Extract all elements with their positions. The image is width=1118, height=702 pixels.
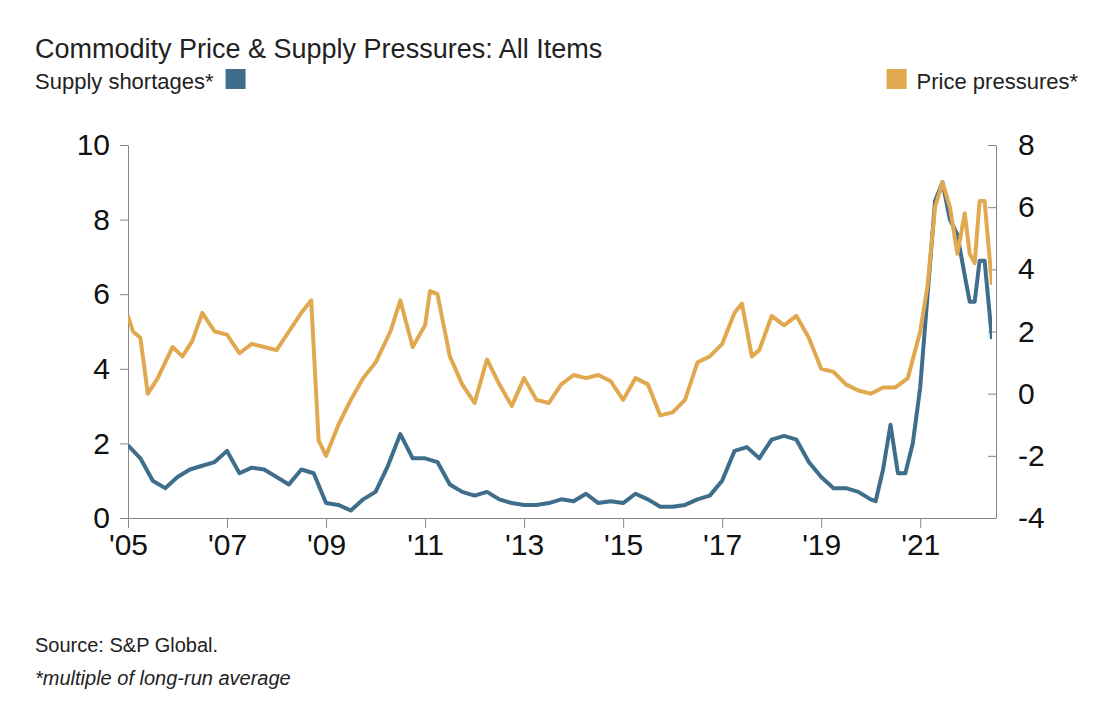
y2-tick-label: 6 <box>1018 190 1035 223</box>
legend-swatch <box>226 69 246 89</box>
y-tick-mark <box>120 220 128 221</box>
y2-tick-label: 4 <box>1018 252 1035 285</box>
x-tick-mark <box>524 518 525 528</box>
x-tick-mark <box>920 518 921 528</box>
annotation: Source: S&P Global. <box>35 634 218 656</box>
x-tick-label: '17 <box>703 528 742 561</box>
y-tick-label: 0 <box>93 501 110 534</box>
x-tick-label: '21 <box>901 528 940 561</box>
y-axis: 0 2 4 6 8 10 <box>77 128 129 534</box>
x-tick: '09 <box>307 518 346 561</box>
series-line <box>128 182 992 456</box>
y-tick-mark <box>120 518 128 519</box>
y-tick: 6 <box>93 277 128 310</box>
y-tick-label: 6 <box>93 277 110 310</box>
y2-tick-label: 0 <box>1018 377 1035 410</box>
y2-axis-line <box>996 146 997 519</box>
x-tick-label: '11 <box>407 528 444 561</box>
y2-tick: 8 <box>988 128 1035 161</box>
y-tick-mark <box>120 369 128 370</box>
x-tick-label: '15 <box>604 528 643 561</box>
x-tick: '21 <box>901 518 940 561</box>
y2-tick-mark <box>988 394 996 395</box>
y2-tick: 2 <box>988 315 1035 348</box>
y2-tick-mark <box>988 145 996 146</box>
x-tick-mark <box>623 518 624 528</box>
y-tick-label: 4 <box>93 352 110 385</box>
y-tick: 8 <box>93 203 128 236</box>
y2-tick-label: 2 <box>1018 315 1035 348</box>
legend-item: Supply shortages* <box>35 69 246 94</box>
y2-axis: -4 -2 0 2 4 6 8 <box>988 128 1045 534</box>
x-tick-label: '19 <box>802 528 841 561</box>
x-tick-label: '05 <box>109 528 148 561</box>
legend-swatch <box>887 69 907 89</box>
x-tick: '05 <box>109 518 148 561</box>
x-tick: '13 <box>505 518 544 561</box>
y-tick-label: 10 <box>77 128 110 161</box>
title: Commodity Price & Supply Pressures: All … <box>35 34 602 64</box>
chart: Commodity Price & Supply Pressures: All … <box>0 0 1118 702</box>
x-tick: '11 <box>407 518 444 561</box>
x-tick-mark <box>821 518 822 528</box>
y2-tick: -2 <box>988 439 1045 472</box>
x-tick-mark <box>722 518 723 528</box>
y2-tick-label: -2 <box>1018 439 1045 472</box>
x-tick-label: '09 <box>307 528 346 561</box>
y-tick-mark <box>120 294 128 295</box>
y2-tick-label: 8 <box>1018 128 1035 161</box>
x-axis: '05 '07 '09 '11 '13 '15 '17 '19 '21 <box>109 518 993 561</box>
x-tick: '07 <box>208 518 247 561</box>
y-tick-label: 8 <box>93 203 110 236</box>
x-tick-label: '13 <box>505 528 544 561</box>
x-tick-label: '07 <box>208 528 247 561</box>
y2-tick-mark <box>988 456 996 457</box>
legend-label: Supply shortages* <box>35 69 214 94</box>
legend-label: Price pressures* <box>917 69 1079 94</box>
annotation: *multiple of long-run average <box>35 667 291 689</box>
legend-item: Price pressures* <box>887 69 1079 94</box>
y2-tick: 4 <box>988 252 1035 285</box>
x-tick-mark <box>128 518 129 528</box>
plot-area <box>128 182 992 510</box>
x-axis-line <box>129 518 993 519</box>
x-tick: '17 <box>703 518 742 561</box>
y-tick: 10 <box>77 128 128 161</box>
y-axis-line <box>128 146 129 519</box>
y2-tick-mark <box>988 207 996 208</box>
series-line <box>128 182 992 510</box>
x-tick-mark <box>425 518 426 528</box>
x-tick: '19 <box>802 518 841 561</box>
y2-tick: 0 <box>988 377 1035 410</box>
y-tick: 2 <box>93 427 128 460</box>
y-tick-label: 2 <box>93 427 110 460</box>
x-tick-mark <box>227 518 228 528</box>
x-tick: '15 <box>604 518 643 561</box>
y2-tick: 6 <box>988 190 1035 223</box>
y-tick: 4 <box>93 352 128 385</box>
y-tick-mark <box>120 443 128 444</box>
y2-tick-label: -4 <box>1018 501 1045 534</box>
y2-tick: -4 <box>988 501 1045 534</box>
y-tick-mark <box>120 145 128 146</box>
x-tick-mark <box>326 518 327 528</box>
